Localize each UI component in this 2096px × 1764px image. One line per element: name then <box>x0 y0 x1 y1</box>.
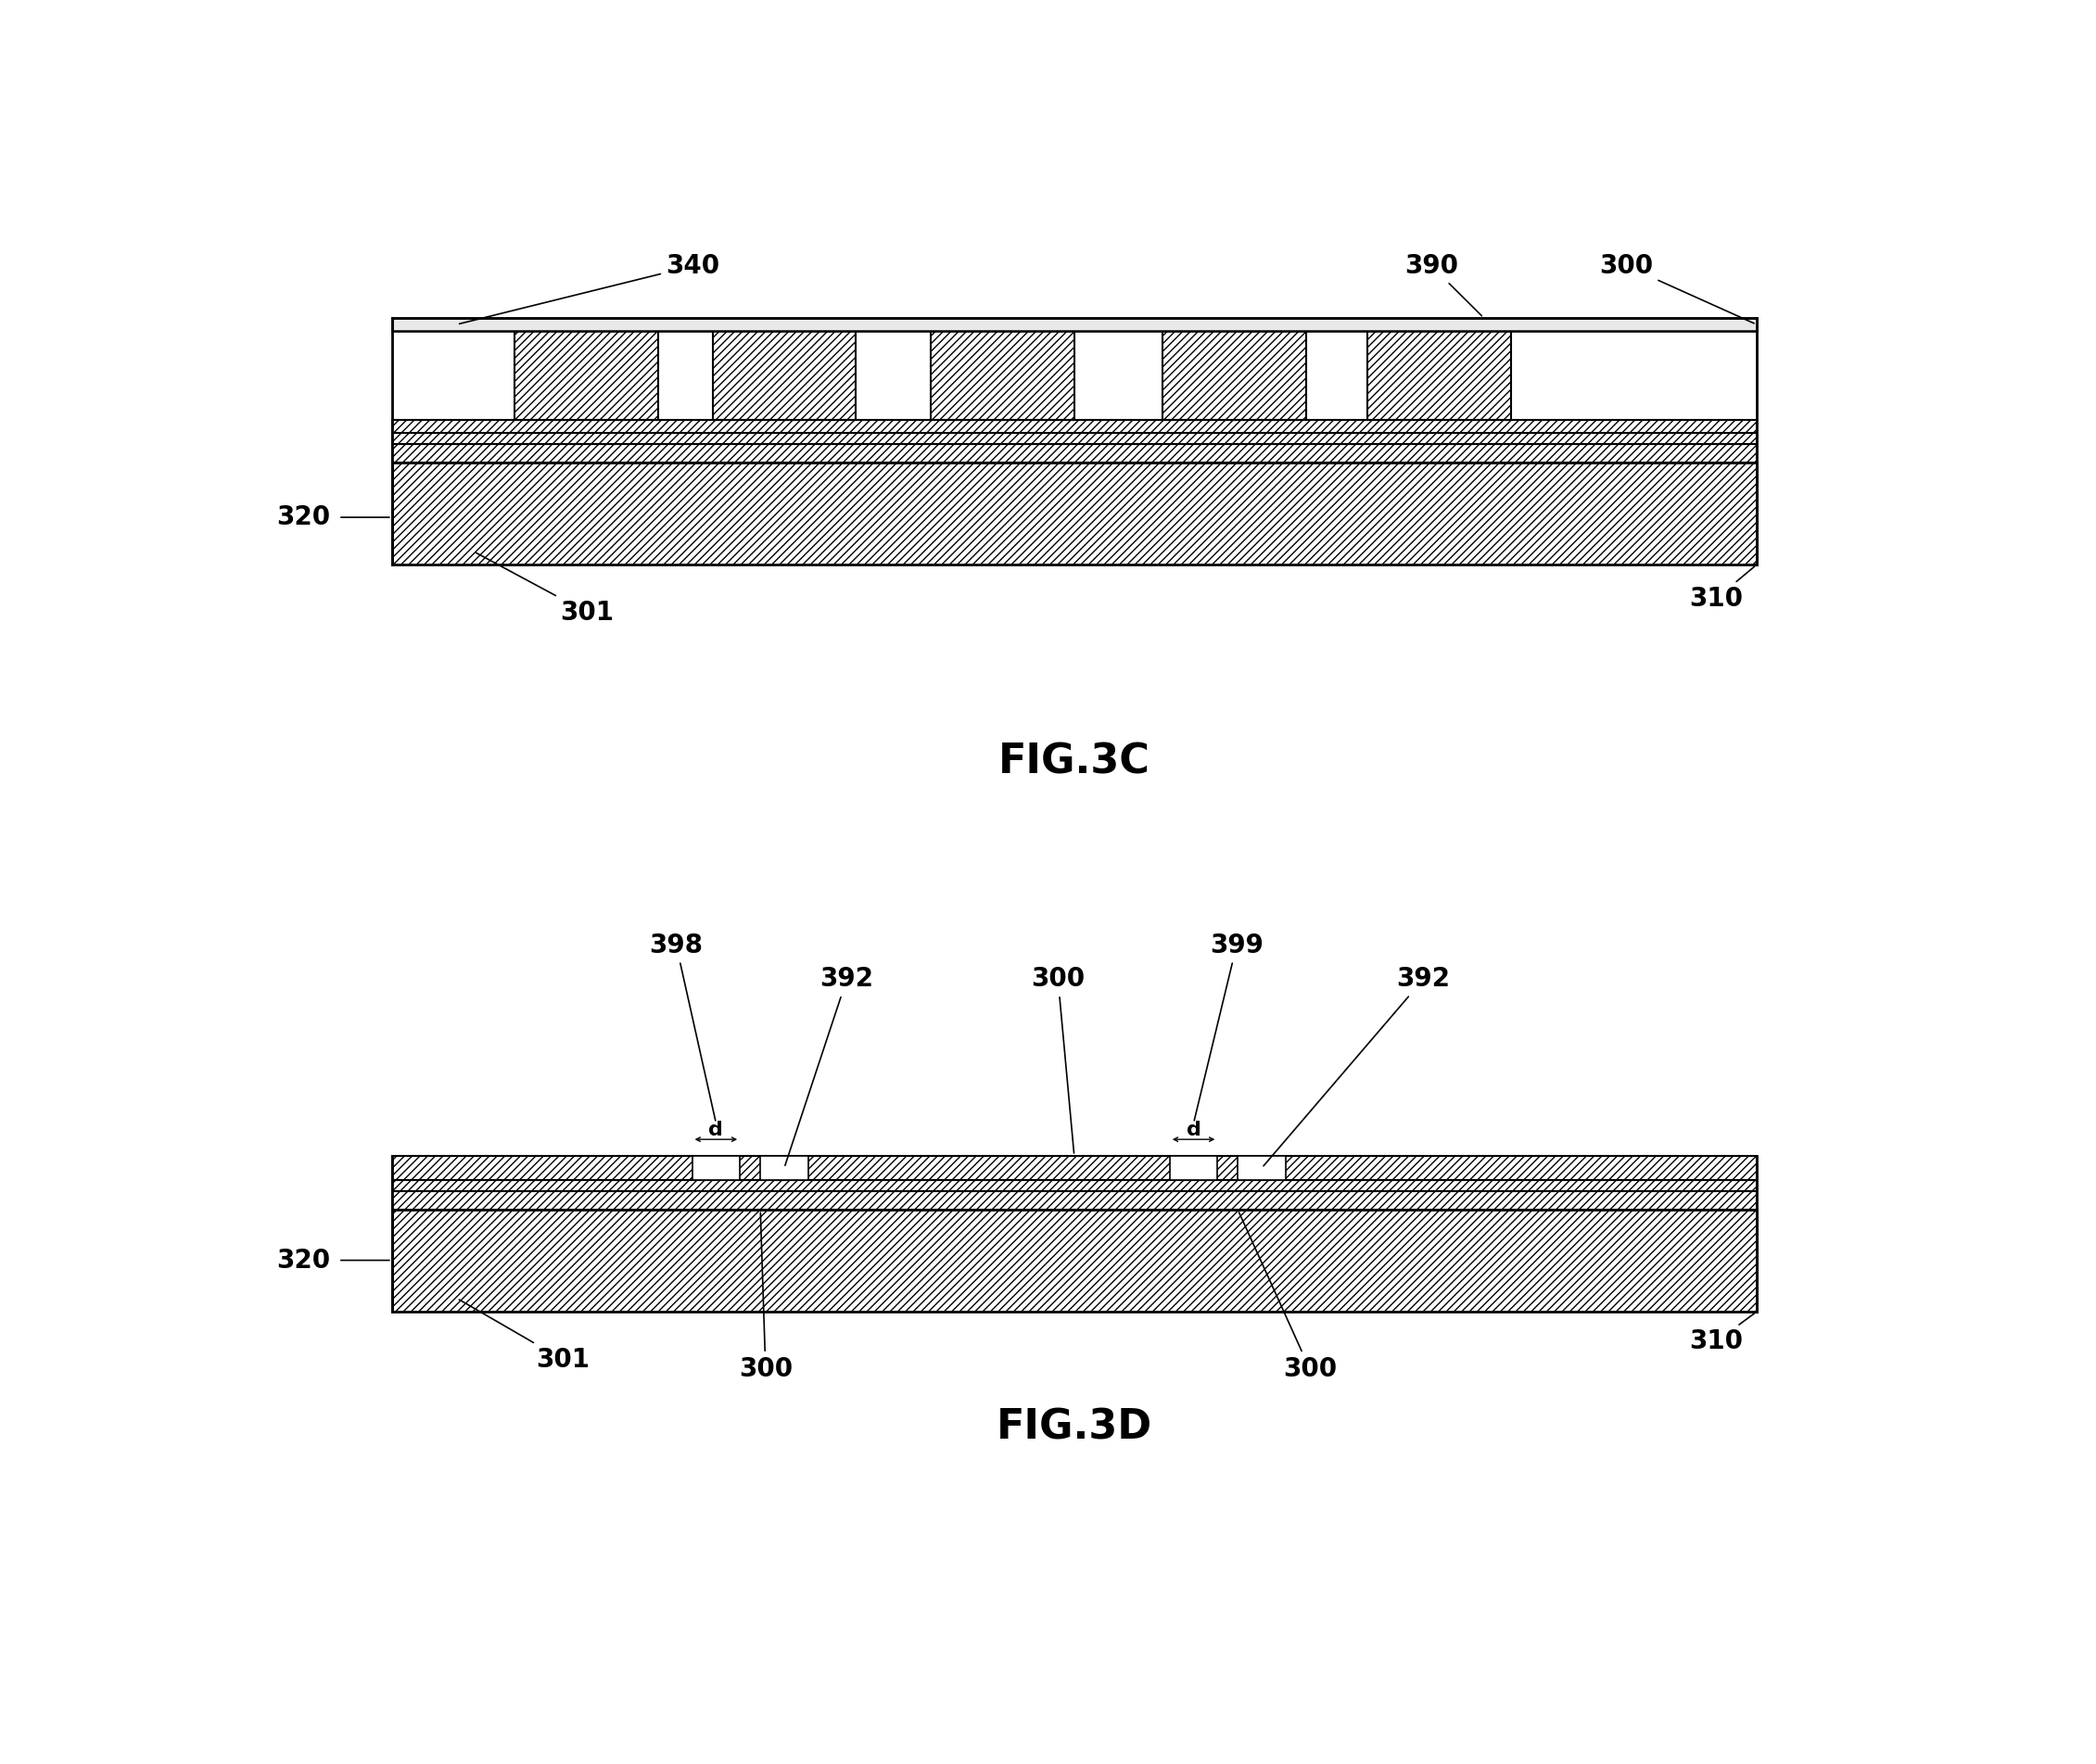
Text: 399: 399 <box>1195 931 1264 1120</box>
Bar <box>392 1180 1756 1191</box>
Text: d: d <box>1186 1120 1201 1140</box>
Bar <box>931 332 1075 420</box>
Bar <box>761 1155 809 1180</box>
Bar <box>713 332 855 420</box>
Text: 301: 301 <box>459 1300 589 1372</box>
Text: 340: 340 <box>459 252 719 325</box>
Text: 300: 300 <box>738 1212 792 1381</box>
Text: 398: 398 <box>650 931 715 1120</box>
Text: 392: 392 <box>786 967 874 1166</box>
Text: 300: 300 <box>1599 252 1754 323</box>
Bar <box>692 1155 740 1180</box>
Bar <box>1239 1155 1285 1180</box>
Text: 310: 310 <box>1689 566 1754 612</box>
Text: 392: 392 <box>1264 967 1450 1166</box>
Bar <box>1170 1155 1218 1180</box>
Text: 320: 320 <box>277 1247 331 1274</box>
Bar <box>392 1155 1756 1180</box>
Text: 300: 300 <box>1239 1212 1337 1381</box>
Text: 300: 300 <box>1031 967 1086 1154</box>
Bar <box>1367 332 1511 420</box>
Text: 320: 320 <box>277 505 331 531</box>
Text: 301: 301 <box>476 552 614 626</box>
Text: FIG.3C: FIG.3C <box>998 743 1151 781</box>
Text: 390: 390 <box>1404 252 1482 316</box>
Bar <box>392 434 1756 445</box>
Bar <box>392 462 1756 564</box>
Text: FIG.3D: FIG.3D <box>996 1408 1153 1446</box>
Text: 310: 310 <box>1689 1314 1754 1355</box>
Bar <box>392 318 1756 332</box>
Bar <box>392 1210 1756 1312</box>
Bar <box>392 1191 1756 1210</box>
Bar <box>392 420 1756 434</box>
Bar <box>516 332 658 420</box>
Bar <box>1163 332 1306 420</box>
Text: d: d <box>708 1120 723 1140</box>
Bar <box>392 332 1756 420</box>
Bar <box>392 445 1756 462</box>
